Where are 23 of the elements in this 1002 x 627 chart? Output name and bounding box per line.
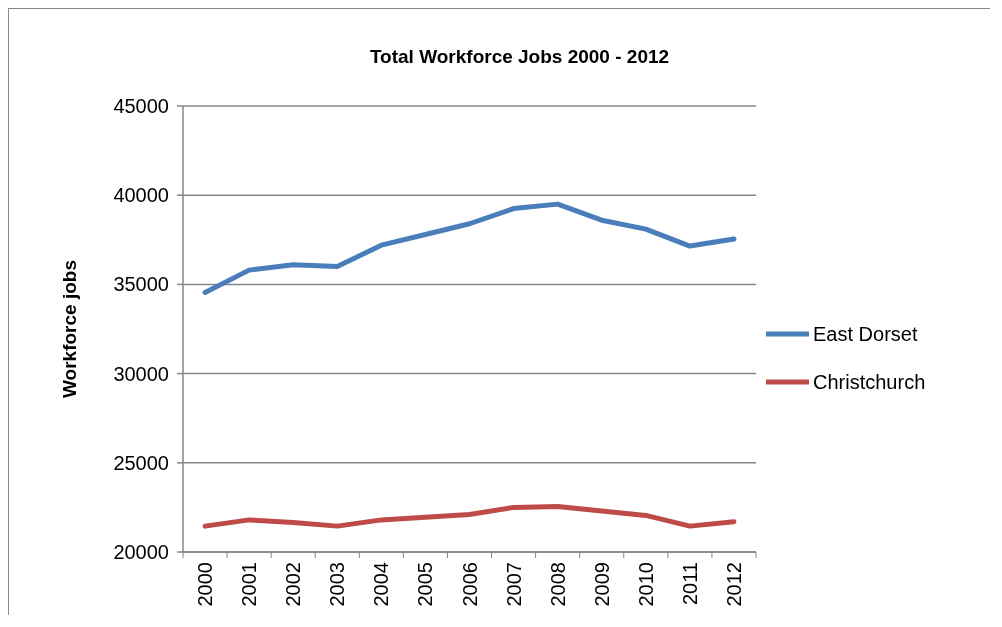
x-tick-label: 2011 xyxy=(678,562,701,606)
x-tick-label: 2012 xyxy=(722,562,745,607)
x-tick-label: 2003 xyxy=(326,562,349,607)
y-tick-label: 25000 xyxy=(113,451,169,474)
x-tick-label: 2002 xyxy=(282,562,305,607)
chart-title: Total Workforce Jobs 2000 - 2012 xyxy=(369,46,670,67)
x-tick-label: 2006 xyxy=(458,562,481,607)
legend-label: Christchurch xyxy=(813,371,926,393)
y-tick-label: 45000 xyxy=(113,95,169,117)
x-tick-label: 2004 xyxy=(370,562,393,607)
x-tick-label: 2010 xyxy=(634,562,657,607)
y-tick-label: 35000 xyxy=(113,273,169,296)
x-tick-label: 2009 xyxy=(590,562,613,607)
x-tick-label: 2001 xyxy=(238,562,261,607)
y-tick-label: 30000 xyxy=(113,362,169,385)
y-axis-title: Workforce jobs xyxy=(59,260,80,398)
x-tick-label: 2005 xyxy=(414,562,437,607)
legend-label: East Dorset xyxy=(813,323,918,345)
y-tick-label: 40000 xyxy=(113,184,169,207)
x-tick-label: 2000 xyxy=(194,562,217,607)
y-tick-label: 20000 xyxy=(113,541,169,563)
x-tick-label: 2007 xyxy=(502,562,525,607)
x-tick-label: 2008 xyxy=(546,562,569,607)
